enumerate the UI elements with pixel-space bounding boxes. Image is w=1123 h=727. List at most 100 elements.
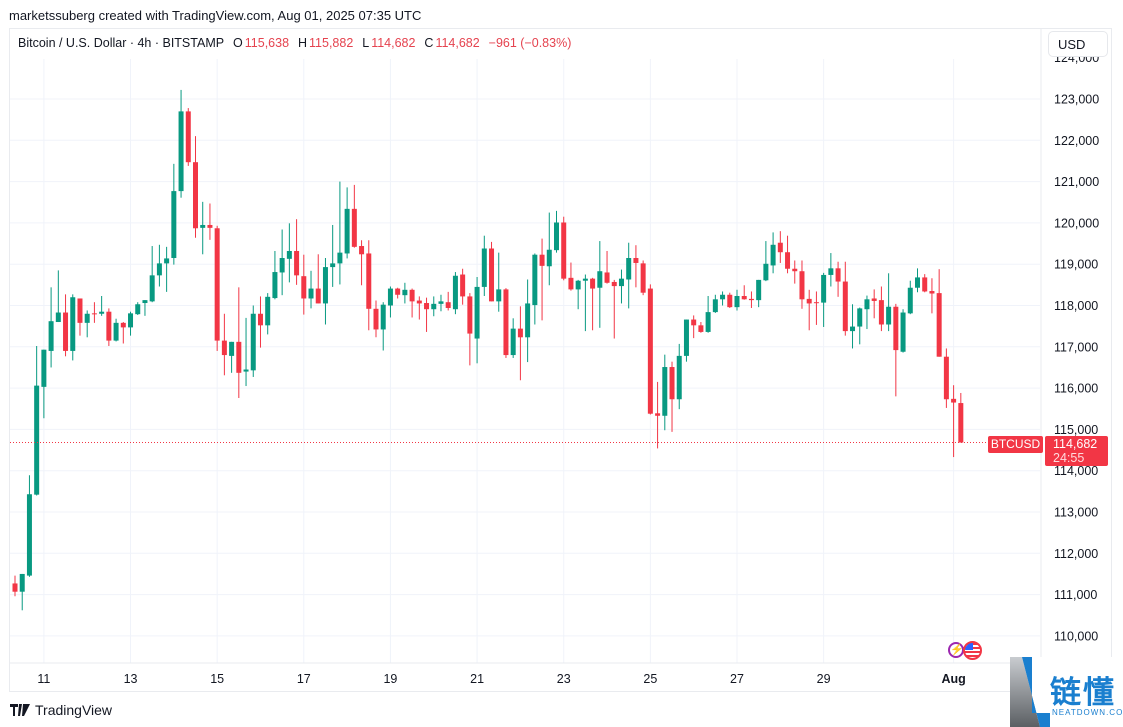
candle-down (185, 108, 191, 166)
y-tick-label: 110,000 (1054, 629, 1098, 643)
candle-body (662, 367, 668, 416)
candle-up (135, 302, 141, 315)
candle-body (503, 289, 509, 356)
candle-body (835, 268, 841, 282)
candle-body (792, 268, 798, 272)
candle-down (633, 245, 639, 288)
open-value: 115,638 (244, 36, 290, 50)
candle-down (120, 322, 126, 344)
time-axis: 11 13 15 17 19 21 23 25 27 29 Aug (10, 662, 1111, 686)
candle-body (467, 296, 473, 334)
candle-down (467, 293, 473, 366)
candle-up (34, 345, 40, 496)
lightning-event-icon[interactable]: ⚡ (948, 642, 964, 658)
candle-down (63, 294, 69, 357)
candle-up (330, 224, 336, 287)
candle-down (409, 288, 415, 318)
candle-down (640, 260, 646, 296)
candle-body (265, 296, 271, 326)
candle-up (474, 277, 480, 364)
x-tick-label: 25 (643, 672, 657, 686)
candle-body (481, 248, 487, 287)
candle-body (698, 325, 704, 332)
candle-up (286, 223, 292, 283)
candle-body (185, 111, 191, 163)
candle-body (63, 312, 69, 351)
x-tick-label: 11 (37, 672, 50, 686)
candle-up (337, 181, 343, 285)
candle-body (99, 311, 105, 314)
candle-up (662, 354, 668, 431)
candle-down (871, 289, 877, 319)
candle-body (893, 306, 899, 351)
event-icons[interactable]: ⚡ (946, 641, 988, 661)
candle-down (561, 216, 567, 281)
candle-body (431, 303, 437, 310)
candle-down (106, 308, 112, 346)
candle-up (387, 286, 393, 318)
candle-up (712, 294, 718, 313)
candle-body (517, 328, 523, 338)
candle-up (886, 273, 892, 332)
y-tick-label: 112,000 (1054, 547, 1098, 561)
candle-body (294, 250, 300, 276)
tradingview-logo[interactable]: TradingView (10, 702, 112, 718)
tradingview-brand: TradingView (35, 702, 113, 718)
candle-body (315, 288, 321, 304)
candle-up (41, 349, 47, 419)
x-tick-label: 13 (124, 672, 138, 686)
candle-body (799, 271, 805, 300)
candle-up (178, 89, 184, 198)
candle-body (951, 398, 957, 403)
candles (12, 89, 964, 611)
candle-body (91, 313, 97, 315)
candle-body (546, 249, 552, 267)
candle-body (272, 272, 278, 299)
candle-down (517, 306, 523, 381)
candle-body (496, 289, 502, 302)
candle-down (460, 268, 466, 305)
candle-body (561, 222, 567, 279)
candle-down (655, 381, 661, 449)
candle-down (951, 385, 957, 458)
candle-down (91, 302, 97, 323)
candle-body (250, 313, 256, 371)
candle-up (402, 282, 408, 304)
candle-body (26, 494, 32, 576)
currency-button[interactable]: USD (1048, 31, 1108, 57)
candle-body (135, 304, 141, 315)
candle-up (322, 258, 328, 325)
candle-up (525, 279, 531, 363)
candle-body (12, 583, 18, 592)
candle-body (626, 258, 632, 280)
candle-up (496, 252, 502, 312)
candle-up (200, 201, 206, 255)
candle-body (207, 224, 213, 228)
x-tick-label: 19 (383, 672, 397, 686)
candle-down (12, 575, 18, 597)
chart-frame (9, 28, 1112, 692)
candle-down (691, 315, 697, 339)
candle-body (669, 367, 675, 400)
candle-down (813, 291, 819, 325)
candle-down (395, 287, 401, 299)
candle-body (568, 277, 574, 290)
candle-up (510, 318, 516, 358)
candle-body (366, 253, 372, 309)
x-tick-label: 23 (557, 672, 571, 686)
watermark-site: NEATDOWN.COM (1052, 708, 1123, 717)
candle-down (922, 274, 928, 293)
candle-body (308, 288, 314, 299)
us-flag-event-icon[interactable] (963, 641, 982, 660)
candle-up (229, 341, 235, 373)
candle-body (720, 294, 726, 300)
candle-down (445, 291, 451, 311)
candle-body (243, 369, 249, 372)
x-tick-label: 21 (470, 672, 484, 686)
candle-up (554, 210, 559, 253)
candle-down (193, 136, 198, 238)
watermark (1010, 657, 1123, 727)
candle-down (315, 254, 321, 304)
candle-body (936, 293, 942, 357)
